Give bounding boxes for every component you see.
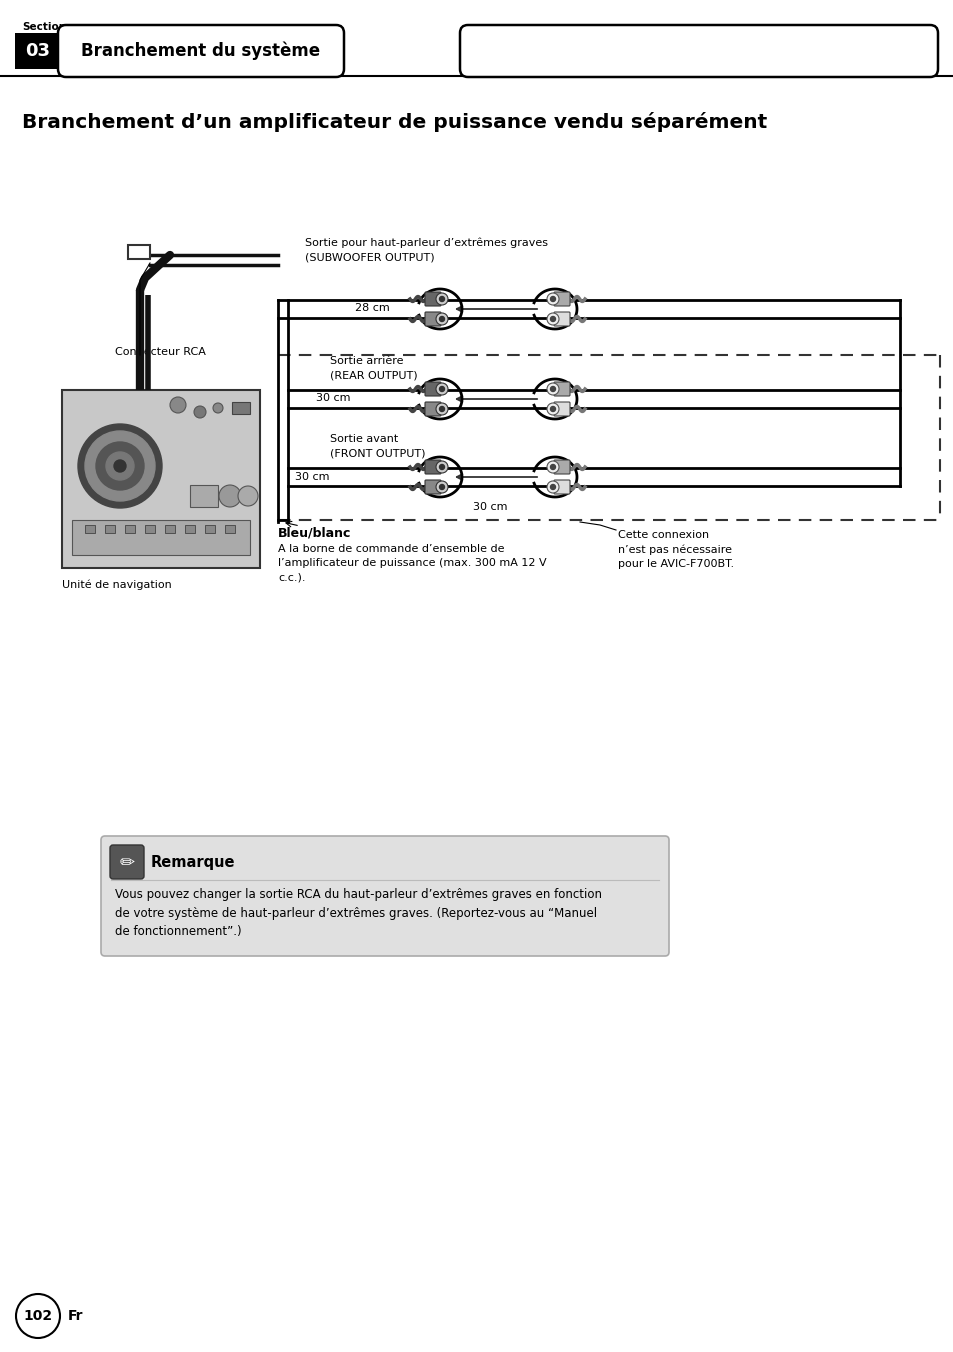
- FancyBboxPatch shape: [554, 292, 569, 306]
- Circle shape: [439, 407, 444, 411]
- Circle shape: [85, 431, 154, 502]
- Text: (REAR OUTPUT): (REAR OUTPUT): [330, 370, 417, 380]
- Text: Sortie arrière: Sortie arrière: [330, 356, 403, 366]
- Circle shape: [78, 425, 162, 508]
- FancyBboxPatch shape: [554, 312, 569, 326]
- Text: A la borne de commande d’ensemble de
l’amplificateur de puissance (max. 300 mA 1: A la borne de commande d’ensemble de l’a…: [277, 544, 546, 581]
- Text: Branchement d’un amplificateur de puissance vendu séparément: Branchement d’un amplificateur de puissa…: [22, 112, 766, 132]
- Circle shape: [550, 296, 555, 301]
- Circle shape: [439, 316, 444, 322]
- FancyBboxPatch shape: [58, 24, 344, 77]
- Text: Connecteur RCA: Connecteur RCA: [115, 347, 206, 357]
- Text: (SUBWOOFER OUTPUT): (SUBWOOFER OUTPUT): [305, 251, 435, 262]
- Circle shape: [546, 461, 558, 473]
- FancyBboxPatch shape: [71, 521, 250, 556]
- Circle shape: [550, 407, 555, 411]
- FancyBboxPatch shape: [554, 480, 569, 493]
- FancyBboxPatch shape: [190, 485, 218, 507]
- FancyBboxPatch shape: [554, 460, 569, 475]
- Text: 28 cm: 28 cm: [355, 303, 390, 314]
- Circle shape: [439, 296, 444, 301]
- Text: 03: 03: [26, 42, 51, 59]
- Circle shape: [193, 406, 206, 418]
- Text: 30 cm: 30 cm: [315, 393, 350, 403]
- FancyBboxPatch shape: [165, 525, 174, 533]
- FancyBboxPatch shape: [62, 389, 260, 568]
- FancyBboxPatch shape: [424, 402, 440, 416]
- Text: Cette connexion
n’est pas nécessaire
pour le AVIC-F700BT.: Cette connexion n’est pas nécessaire pou…: [618, 530, 734, 569]
- Circle shape: [546, 314, 558, 324]
- FancyBboxPatch shape: [145, 525, 154, 533]
- Text: 30 cm: 30 cm: [294, 472, 329, 483]
- FancyBboxPatch shape: [110, 845, 144, 879]
- Circle shape: [550, 484, 555, 489]
- FancyBboxPatch shape: [128, 245, 150, 260]
- Text: 30 cm: 30 cm: [473, 502, 507, 512]
- Circle shape: [219, 485, 241, 507]
- FancyBboxPatch shape: [424, 460, 440, 475]
- Text: (FRONT OUTPUT): (FRONT OUTPUT): [330, 448, 425, 458]
- FancyBboxPatch shape: [125, 525, 135, 533]
- Text: Branchement du système: Branchement du système: [81, 42, 320, 61]
- Circle shape: [436, 293, 448, 306]
- Circle shape: [546, 403, 558, 415]
- Text: Sortie avant: Sortie avant: [330, 434, 397, 443]
- Text: Remarque: Remarque: [151, 854, 235, 869]
- Circle shape: [439, 387, 444, 392]
- FancyBboxPatch shape: [424, 480, 440, 493]
- FancyBboxPatch shape: [225, 525, 234, 533]
- Circle shape: [546, 481, 558, 493]
- Circle shape: [546, 383, 558, 395]
- Text: Sortie pour haut-parleur d’extrêmes graves: Sortie pour haut-parleur d’extrêmes grav…: [305, 238, 547, 247]
- FancyBboxPatch shape: [424, 312, 440, 326]
- Circle shape: [546, 293, 558, 306]
- FancyBboxPatch shape: [185, 525, 194, 533]
- Circle shape: [439, 465, 444, 469]
- FancyBboxPatch shape: [205, 525, 214, 533]
- Circle shape: [436, 403, 448, 415]
- Circle shape: [106, 452, 133, 480]
- Circle shape: [170, 397, 186, 412]
- Circle shape: [436, 481, 448, 493]
- FancyBboxPatch shape: [15, 32, 61, 69]
- Circle shape: [237, 485, 257, 506]
- Text: ✏: ✏: [119, 854, 134, 872]
- Text: 102: 102: [24, 1309, 52, 1324]
- Circle shape: [436, 461, 448, 473]
- Text: Vous pouvez changer la sortie RCA du haut-parleur d’extrêmes graves en fonction
: Vous pouvez changer la sortie RCA du hau…: [115, 888, 601, 938]
- Text: Unité de navigation: Unité de navigation: [62, 580, 172, 591]
- Circle shape: [16, 1294, 60, 1338]
- FancyBboxPatch shape: [424, 383, 440, 396]
- Circle shape: [213, 403, 223, 412]
- Circle shape: [96, 442, 144, 489]
- Circle shape: [550, 465, 555, 469]
- Text: Bleu/blanc: Bleu/blanc: [277, 527, 351, 539]
- FancyBboxPatch shape: [101, 836, 668, 956]
- Circle shape: [113, 460, 126, 472]
- FancyBboxPatch shape: [105, 525, 115, 533]
- Circle shape: [439, 484, 444, 489]
- Circle shape: [550, 387, 555, 392]
- Circle shape: [436, 383, 448, 395]
- FancyBboxPatch shape: [424, 292, 440, 306]
- FancyBboxPatch shape: [554, 402, 569, 416]
- FancyBboxPatch shape: [85, 525, 95, 533]
- Text: Section: Section: [22, 22, 66, 32]
- Circle shape: [550, 316, 555, 322]
- FancyBboxPatch shape: [232, 402, 250, 414]
- FancyBboxPatch shape: [554, 383, 569, 396]
- Text: Fr: Fr: [68, 1309, 84, 1324]
- FancyBboxPatch shape: [459, 24, 937, 77]
- Circle shape: [436, 314, 448, 324]
